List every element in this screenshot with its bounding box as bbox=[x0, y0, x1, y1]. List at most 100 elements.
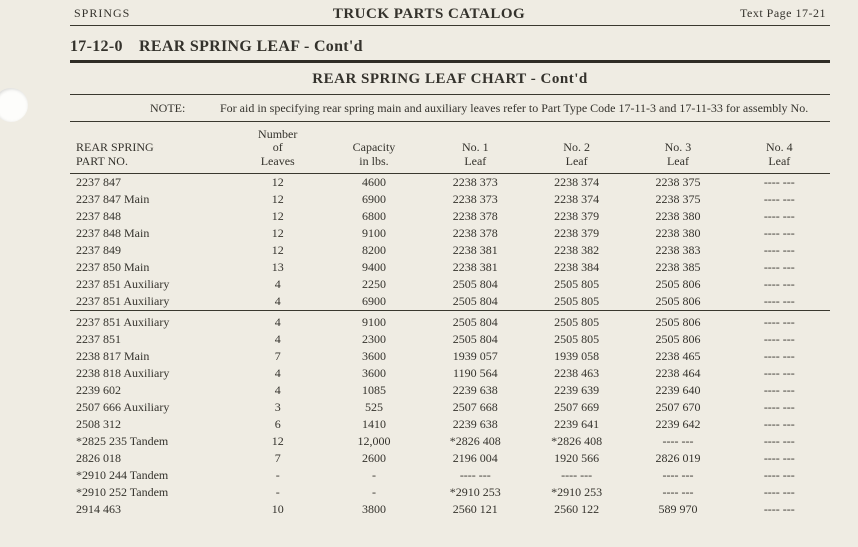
chart-title: REAR SPRING LEAF CHART - Cont'd bbox=[70, 71, 830, 88]
table-row: 2238 818 Auxiliary436001190 5642238 4632… bbox=[70, 365, 830, 382]
header-center: TRUCK PARTS CATALOG bbox=[333, 6, 525, 23]
cell-num: 4 bbox=[232, 382, 323, 399]
cell-l3: 2238 380 bbox=[627, 225, 728, 242]
cell-cap: 1410 bbox=[323, 416, 424, 433]
cell-cap: 6800 bbox=[323, 208, 424, 225]
cell-num: - bbox=[232, 484, 323, 501]
cell-l2: 2238 384 bbox=[526, 259, 627, 276]
cell-l3: 2238 385 bbox=[627, 259, 728, 276]
cell-l4: ---- --- bbox=[729, 484, 830, 501]
cell-cap: 4600 bbox=[323, 173, 424, 191]
cell-l1: 2239 638 bbox=[425, 382, 526, 399]
cell-cap: 2250 bbox=[323, 276, 424, 293]
cell-part: 2237 848 bbox=[70, 208, 232, 225]
cell-l3: 2826 019 bbox=[627, 450, 728, 467]
note-label: NOTE: bbox=[150, 101, 220, 117]
cell-l3: 2507 670 bbox=[627, 399, 728, 416]
cell-cap: - bbox=[323, 467, 424, 484]
cell-l3: 2238 375 bbox=[627, 173, 728, 191]
cell-l2: 2560 122 bbox=[526, 501, 627, 518]
cell-num: 4 bbox=[232, 293, 323, 311]
table-row: 2237 850 Main1394002238 3812238 3842238 … bbox=[70, 259, 830, 276]
cell-cap: 3600 bbox=[323, 365, 424, 382]
cell-part: 2914 463 bbox=[70, 501, 232, 518]
cell-cap: 9100 bbox=[323, 310, 424, 331]
cell-l4: ---- --- bbox=[729, 348, 830, 365]
col-header-l1: No. 1Leaf bbox=[425, 121, 526, 173]
cell-l1: ---- --- bbox=[425, 467, 526, 484]
cell-num: 12 bbox=[232, 191, 323, 208]
cell-l4: ---- --- bbox=[729, 310, 830, 331]
cell-l1: 2238 378 bbox=[425, 208, 526, 225]
table-row: 2238 817 Main736001939 0571939 0582238 4… bbox=[70, 348, 830, 365]
cell-l2: 2238 374 bbox=[526, 191, 627, 208]
cell-l2: 1920 566 bbox=[526, 450, 627, 467]
table-row: *2910 252 Tandem--*2910 253*2910 253----… bbox=[70, 484, 830, 501]
cell-part: 2237 850 Main bbox=[70, 259, 232, 276]
note-text: For aid in specifying rear spring main a… bbox=[220, 101, 830, 117]
cell-cap: 9100 bbox=[323, 225, 424, 242]
cell-l1: 2560 121 bbox=[425, 501, 526, 518]
cell-part: *2910 244 Tandem bbox=[70, 467, 232, 484]
cell-l3: 2239 640 bbox=[627, 382, 728, 399]
cell-l2: 1939 058 bbox=[526, 348, 627, 365]
cell-num: 12 bbox=[232, 173, 323, 191]
table-row: 2237 8481268002238 3782238 3792238 380--… bbox=[70, 208, 830, 225]
table-row: 2914 4631038002560 1212560 122589 970---… bbox=[70, 501, 830, 518]
cell-l1: 2505 804 bbox=[425, 331, 526, 348]
table-row: 2237 847 Main1269002238 3732238 3742238 … bbox=[70, 191, 830, 208]
cell-part: 2237 851 Auxiliary bbox=[70, 310, 232, 331]
cell-num: 12 bbox=[232, 225, 323, 242]
cell-cap: 6900 bbox=[323, 293, 424, 311]
spring-leaf-table: REAR SPRINGPART NO. NumberofLeaves Capac… bbox=[70, 121, 830, 518]
cell-part: *2825 235 Tandem bbox=[70, 433, 232, 450]
cell-num: - bbox=[232, 467, 323, 484]
section-heading: 17-12-0 REAR SPRING LEAF - Cont'd bbox=[70, 38, 830, 56]
cell-l3: 2505 806 bbox=[627, 293, 728, 311]
col-header-cap: Capacityin lbs. bbox=[323, 121, 424, 173]
cell-cap: 1085 bbox=[323, 382, 424, 399]
table-row: 2239 602410852239 6382239 6392239 640---… bbox=[70, 382, 830, 399]
cell-l1: 2505 804 bbox=[425, 310, 526, 331]
table-row: 2237 848 Main1291002238 3782238 3792238 … bbox=[70, 225, 830, 242]
page: SPRINGS TRUCK PARTS CATALOG Text Page 17… bbox=[0, 0, 858, 547]
cell-part: 2508 312 bbox=[70, 416, 232, 433]
cell-l3: 2238 383 bbox=[627, 242, 728, 259]
cell-l3: 2505 806 bbox=[627, 276, 728, 293]
cell-l3: 2238 380 bbox=[627, 208, 728, 225]
cell-l2: *2826 408 bbox=[526, 433, 627, 450]
cell-l1: 1939 057 bbox=[425, 348, 526, 365]
cell-num: 4 bbox=[232, 310, 323, 331]
cell-l2: 2239 641 bbox=[526, 416, 627, 433]
cell-l4: ---- --- bbox=[729, 242, 830, 259]
cell-num: 7 bbox=[232, 450, 323, 467]
cell-l4: ---- --- bbox=[729, 416, 830, 433]
cell-l4: ---- --- bbox=[729, 225, 830, 242]
cell-part: 2237 847 Main bbox=[70, 191, 232, 208]
cell-cap: 3800 bbox=[323, 501, 424, 518]
cell-l2: 2238 379 bbox=[526, 208, 627, 225]
cell-part: 2238 818 Auxiliary bbox=[70, 365, 232, 382]
cell-l2: 2238 382 bbox=[526, 242, 627, 259]
cell-l3: 2239 642 bbox=[627, 416, 728, 433]
cell-l4: ---- --- bbox=[729, 208, 830, 225]
cell-num: 6 bbox=[232, 416, 323, 433]
cell-part: *2910 252 Tandem bbox=[70, 484, 232, 501]
cell-num: 12 bbox=[232, 242, 323, 259]
cell-cap: 8200 bbox=[323, 242, 424, 259]
cell-part: 2237 849 bbox=[70, 242, 232, 259]
cell-num: 4 bbox=[232, 365, 323, 382]
cell-l4: ---- --- bbox=[729, 365, 830, 382]
cell-l4: ---- --- bbox=[729, 450, 830, 467]
header-rule bbox=[70, 25, 830, 26]
col-header-l4: No. 4Leaf bbox=[729, 121, 830, 173]
cell-part: 2239 602 bbox=[70, 382, 232, 399]
table-row: 2237 851 Auxiliary422502505 8042505 8052… bbox=[70, 276, 830, 293]
cell-l1: 2505 804 bbox=[425, 293, 526, 311]
table-row: *2910 244 Tandem------ ------- ------- -… bbox=[70, 467, 830, 484]
cell-part: 2237 847 bbox=[70, 173, 232, 191]
cell-l3: 589 970 bbox=[627, 501, 728, 518]
cell-cap: - bbox=[323, 484, 424, 501]
table-row: 2237 8471246002238 3732238 3742238 375--… bbox=[70, 173, 830, 191]
cell-l4: ---- --- bbox=[729, 433, 830, 450]
